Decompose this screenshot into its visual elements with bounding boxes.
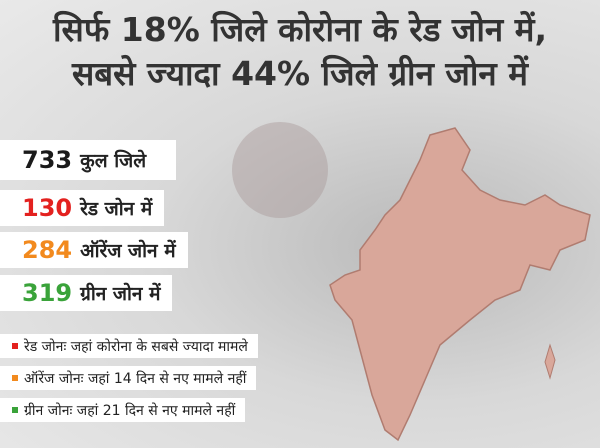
note-text: रेड जोनः जहां कोरोना के सबसे ज्यादा मामल…	[24, 338, 248, 355]
title-line: सिर्फ 18% जिले कोरोना के रेड जोन में,	[52, 10, 548, 49]
stat-label: ग्रीन जोन में	[80, 283, 161, 305]
stat-number: 130	[22, 194, 73, 222]
note-row: ग्रीन जोनः जहां 21 दिन से नए मामले नहीं	[0, 398, 246, 422]
india-map	[329, 127, 591, 442]
stat-number: 319	[22, 279, 73, 307]
stat-row: 130 रेड जोन में	[0, 190, 165, 226]
bullet	[12, 375, 18, 381]
stat-label: रेड जोन में	[80, 198, 153, 220]
note-text: ग्रीन जोनः जहां 21 दिन से नए मामले नहीं	[24, 402, 236, 419]
stat-row: 284 ऑरेंज जोन में	[0, 232, 188, 268]
note-text: ऑरेंज जोनः जहां 14 दिन से नए मामले नहीं	[24, 370, 247, 387]
stat-number: 284	[22, 236, 73, 264]
islands	[544, 343, 556, 380]
stat-label: ऑरेंज जोन में	[80, 240, 176, 262]
stat-row: 733 कुल जिले	[0, 140, 177, 180]
stat-number: 733	[22, 146, 73, 174]
virus-graphic	[232, 122, 328, 218]
stat-label: कुल जिले	[80, 150, 147, 172]
note-row: ऑरेंज जोनः जहां 14 दिन से नए मामले नहीं	[0, 366, 257, 390]
bullet	[12, 407, 18, 413]
title-line: सबसे ज्यादा 44% जिले ग्रीन जोन में	[72, 54, 528, 93]
note-row: रेड जोनः जहां कोरोना के सबसे ज्यादा मामल…	[0, 334, 258, 358]
stat-row: 319 ग्रीन जोन में	[0, 275, 173, 311]
bullet	[12, 343, 18, 349]
